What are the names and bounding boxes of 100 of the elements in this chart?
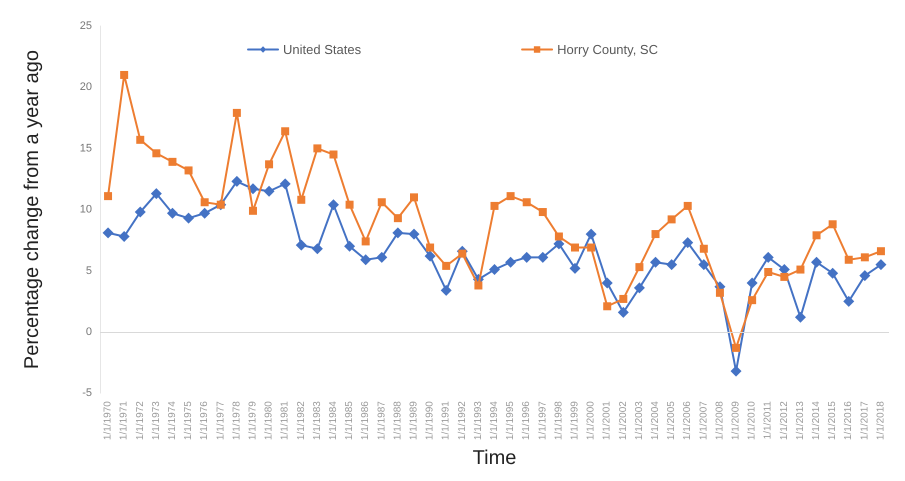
x-tick-label: 1/1/2011 — [762, 400, 774, 440]
x-tick-label: 1/1/1986 — [360, 400, 372, 440]
x-tick-label: 1/1/1981 — [280, 400, 291, 440]
point — [489, 264, 500, 276]
point — [732, 344, 740, 352]
point — [812, 231, 821, 240]
y-tick-label: -5 — [82, 387, 92, 400]
x-tick-label: 1/1/1998 — [553, 400, 564, 440]
x-tick-label: 1/1/1988 — [392, 400, 404, 440]
point — [684, 202, 692, 210]
point — [746, 278, 758, 289]
x-tick-label: 1/1/2012 — [778, 400, 790, 440]
point — [859, 270, 870, 282]
y-tick-label: 15 — [80, 142, 92, 154]
point — [603, 302, 612, 310]
x-tick-label: 1/1/2007 — [698, 400, 710, 440]
x-tick-label: 1/1/2014 — [811, 400, 822, 440]
point — [618, 306, 629, 318]
point — [362, 237, 370, 246]
point — [118, 231, 130, 242]
point — [474, 281, 482, 290]
x-tick-label: 1/1/1994 — [489, 400, 500, 440]
x-tick-label: 1/1/1977 — [215, 400, 226, 440]
point — [522, 198, 531, 206]
x-tick-label: 1/1/1995 — [505, 400, 516, 440]
x-tick-label: 1/1/1970 — [102, 400, 114, 440]
x-tick-label: 1/1/1979 — [247, 400, 258, 440]
y-tick-label: 20 — [80, 81, 92, 94]
point — [394, 214, 402, 222]
point — [152, 149, 160, 158]
point — [410, 193, 418, 202]
point — [424, 250, 436, 262]
point — [828, 220, 837, 228]
point — [505, 256, 516, 268]
point — [666, 259, 678, 270]
x-tick-label: 1/1/1987 — [376, 400, 388, 440]
point — [376, 252, 388, 263]
point — [134, 206, 146, 218]
point — [232, 108, 241, 117]
point — [668, 215, 676, 224]
x-tick-label: 1/1/1997 — [537, 400, 548, 440]
point — [199, 208, 210, 219]
point — [183, 212, 194, 224]
x-tick-label: 1/1/2001 — [602, 400, 613, 440]
point — [860, 253, 869, 262]
point — [426, 244, 434, 252]
x-axis-title: Time — [472, 447, 516, 469]
x-tick-label: 1/1/2010 — [746, 400, 758, 440]
point — [764, 268, 772, 276]
x-tick-label: 1/1/1971 — [118, 400, 130, 440]
y-tick-label: 5 — [86, 264, 92, 277]
x-tick-label: 1/1/1991 — [440, 400, 452, 440]
point — [570, 262, 581, 274]
x-tick-label: 1/1/1993 — [472, 400, 484, 440]
x-tick-label: 1/1/2018 — [875, 400, 886, 440]
point — [762, 252, 774, 263]
point — [619, 294, 628, 303]
x-tick-label: 1/1/2016 — [843, 400, 854, 440]
point — [346, 200, 354, 209]
point — [231, 176, 242, 187]
point — [265, 160, 274, 168]
point — [102, 227, 114, 238]
x-tick-label: 1/1/1983 — [312, 400, 323, 440]
x-tick-label: 1/1/2003 — [634, 400, 645, 440]
point — [554, 232, 563, 241]
x-tick-label: 1/1/2005 — [666, 400, 678, 440]
x-tick-label: 1/1/2009 — [730, 400, 742, 440]
point — [378, 198, 386, 206]
point — [811, 256, 822, 268]
point — [136, 136, 144, 144]
x-tick-label: 1/1/2013 — [794, 400, 806, 440]
point — [571, 244, 580, 252]
point — [296, 240, 307, 251]
point — [344, 240, 356, 252]
x-tick-label: 1/1/2004 — [650, 400, 662, 440]
x-tick-label: 1/1/2008 — [714, 400, 726, 440]
x-tick-label: 1/1/1976 — [199, 400, 210, 440]
x-tick-label: 1/1/1985 — [344, 400, 356, 440]
y-tick-label: 25 — [80, 20, 92, 32]
point — [166, 208, 178, 219]
point — [408, 228, 420, 240]
point — [780, 272, 788, 281]
point — [716, 288, 724, 297]
point — [521, 252, 532, 263]
x-tick-label: 1/1/1972 — [134, 400, 146, 440]
point — [506, 192, 515, 200]
point — [150, 188, 162, 200]
x-tick-label: 1/1/2002 — [618, 400, 629, 440]
legend-label: United States — [283, 42, 362, 57]
x-tick-label: 1/1/1984 — [328, 400, 339, 440]
x-tick-label: 1/1/1990 — [424, 400, 436, 440]
x-tick-label: 1/1/1989 — [408, 400, 420, 440]
point — [682, 237, 694, 248]
point — [876, 247, 885, 256]
point — [248, 206, 257, 215]
point — [490, 202, 498, 210]
point — [587, 244, 596, 252]
point — [168, 158, 176, 166]
x-tick-label: 1/1/2015 — [827, 400, 838, 440]
point — [281, 127, 290, 136]
